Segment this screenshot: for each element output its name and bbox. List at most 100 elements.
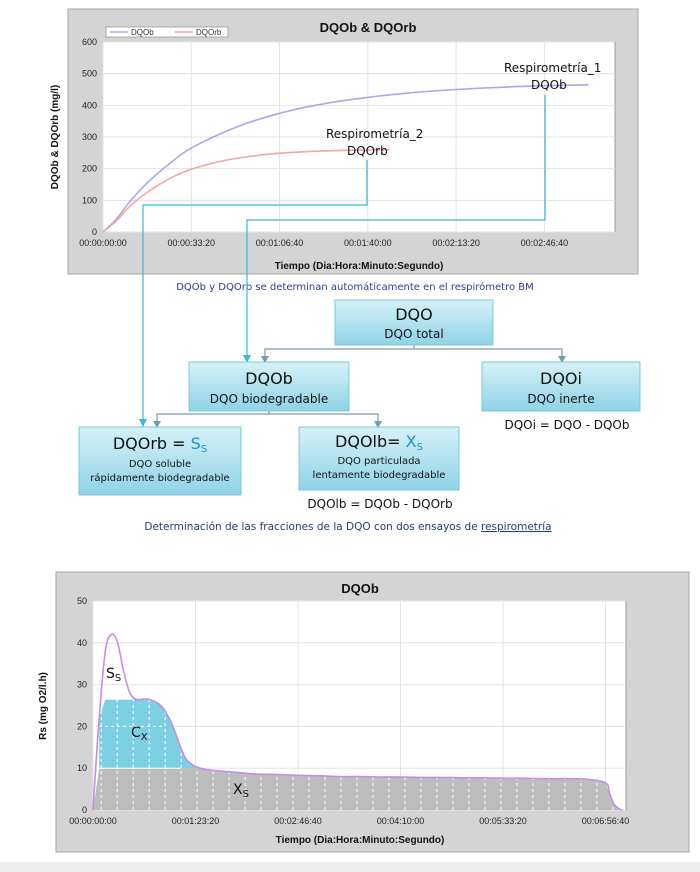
box-dqoi-sub: DQO inerte [527,392,594,406]
fraction-label-cx: CX [131,725,148,743]
chart1-y-tick-label-4: 400 [82,100,97,110]
box-dqolb-line1: DQO particulada [337,456,420,467]
box-dqo-title: DQO [395,305,433,324]
chart1-title: DQOb & DQOrb [320,20,417,35]
caption-bottom-main: Determinación de las fracciones de la DQ… [144,521,481,533]
chart1-y-tick-label-1: 100 [82,195,97,205]
chart1-y-tick-label-3: 300 [82,132,97,142]
chart-dqob-dqorb: 0 100 200 300 400 500 600 00:00:00:00 00:00:33:… [50,8,639,275]
chart2-x-tick-label-1: 00:01:23:20 [172,816,220,826]
chart1-series-line-dqorb [102,148,390,233]
chart1-y-tick-label-6: 600 [82,37,97,47]
legend-label-dqob: DQOb [131,28,154,37]
box-dqo-sub: DQO total [384,327,443,341]
box-dqorb: DQOrb = SS DQO soluble rápidamente biode… [78,426,242,496]
chart1-x-tick-label-4: 00:02:13:20 [432,238,480,248]
chart2-y-axis-title: Rs (mg O2/l.h) [38,672,49,740]
box-dqorb-line1: DQO soluble [129,459,191,470]
chart2-title: DQOb [341,581,379,596]
box-dqolb-title-line: DQOlb= XS [335,432,423,453]
chart1-y-ticks: 0 100 200 300 400 500 600 [82,37,97,237]
box-dqob-bg [188,361,350,412]
chart2-x-tick-label-2: 00:02:46:40 [274,816,322,826]
bottom-strip [0,862,700,872]
arrowhead-tree-dqoi [558,356,566,363]
box-dqolb-eq: = [387,432,406,451]
chart1-y-axis-title: DQOb & DQOrb (mg/l) [50,85,61,189]
fraction-ss-letter: S [106,666,115,682]
annotation-respirometria-1-sub: DQOb [531,78,567,92]
chart1-legend-box [105,26,229,38]
fraction-label-ss: SS [106,666,121,684]
box-dqob-title: DQOb [245,369,293,388]
box-dqolb: DQOlb= XS DQO particulada lentamente bio… [298,426,460,491]
chart1-y-tick-label-2: 200 [82,164,97,174]
chart1-x-ticks: 00:00:00:00 00:00:33:20 00:01:06:40 00:01:4… [79,238,568,248]
chart1-x-tick-label-1: 00:00:33:20 [168,238,216,248]
chart2-series [92,633,623,811]
caption-bottom-word: respirometría [481,521,552,533]
chart2-y-tick-label-5: 50 [77,596,87,606]
box-dqo-bg [334,299,494,346]
fraction-ss-sub: S [115,673,121,684]
chart1-x-axis-title: Tiempo (Dia:Hora:Minuto:Segundo) [275,261,444,272]
box-dqolb-title: DQOlb [335,432,387,451]
fraction-cx-letter: C [131,725,141,741]
chart2-y-tick-label-2: 20 [77,721,87,731]
diagram-caption-top: DQOb y DQOrb se determinan automáticamen… [176,281,534,293]
formula-dqolb: DQOlb = DQOb - DQOrb [307,497,452,511]
chart1-legend: DQOb DQOrb [105,26,229,38]
chart2-y-ticks: 0 10 20 30 40 50 [77,596,87,815]
box-dqolb-bg [298,426,460,491]
box-dqorb-title: DQOrb [113,434,167,453]
chart2-y-tick-label-0: 0 [82,805,87,815]
annotation-respirometria-1: Respirometría_1 [504,61,601,75]
fraction-cx-sub: X [141,732,148,743]
chart2-x-tick-label-0: 00:00:00:00 [69,816,117,826]
box-dqolb-symbol-sub: S [417,442,423,453]
chart1-x-tick-label-5: 00:02:46:40 [521,238,569,248]
legend-label-dqorb: DQOrb [196,28,222,37]
chart1-x-tick-label-2: 00:01:06:40 [256,238,304,248]
box-dqoi-title: DQOi [540,369,582,388]
box-dqoi: DQOi DQO inerte [481,361,641,412]
chart1-x-tick-label-0: 00:00:00:00 [79,238,127,248]
chart1-y-tick-label-5: 500 [82,69,97,79]
chart2-x-ticks: 00:00:00:00 00:01:23:20 00:02:46:40 00:04:1… [69,816,629,826]
box-dqoi-bg [481,361,641,412]
chart2-x-tick-label-3: 00:04:10:00 [377,816,425,826]
chart2-x-axis-title: Tiempo (Dia:Hora:Minuto:Segundo) [276,835,445,846]
annotation-respirometria-2: Respirometría_2 [326,127,423,141]
chart2-y-tick-label-1: 10 [77,763,87,773]
fraction-area-cx [99,699,198,769]
fraction-xs-sub: S [243,789,249,800]
arrowhead-tree-dqob [261,356,269,363]
box-dqorb-line2: rápidamente biodegradable [90,472,229,484]
connector-dqob [246,95,546,362]
chart1-y-tick-label-0: 0 [92,227,97,237]
chart2-y-tick-label-3: 30 [77,680,87,690]
chart1-grid [102,41,615,233]
chart1-series [102,84,589,233]
formula-dqoi: DQOi = DQO - DQOb [505,418,630,432]
chart2-x-tick-label-5: 00:06:56:40 [582,816,630,826]
arrowhead-tree-dqolb [374,421,382,428]
box-dqorb-symbol: S [191,434,201,453]
arrowhead-dqob [243,355,251,363]
chart2-y-tick-label-4: 40 [77,638,87,648]
fraction-xs-letter: X [233,782,243,798]
connector-dqorb [142,160,368,427]
box-dqolb-symbol: X [406,432,417,451]
diagram-caption-bottom: Determinación de las fracciones de la DQ… [144,521,551,533]
box-dqorb-bg [78,426,242,496]
tree-dqo-branches [264,348,563,362]
box-dqo-total: DQO DQO total [334,299,494,346]
annotation-respirometria-2-sub: DQOrb [347,144,388,158]
fraction-label-xs: XS [233,782,249,800]
chart2-x-tick-label-4: 00:05:33:20 [479,816,527,826]
box-dqorb-eq: = [167,434,191,453]
box-dqolb-line2: lentamente biodegradable [313,470,446,481]
box-dqob-sub: DQO biodegradable [210,392,328,406]
arrowhead-tree-dqorb [153,421,161,428]
tree-dqob-branches [156,413,379,427]
